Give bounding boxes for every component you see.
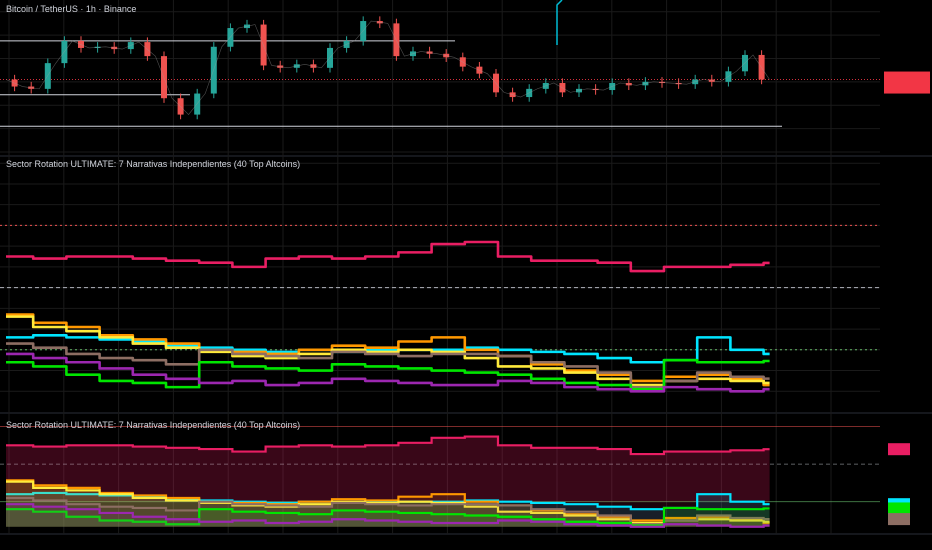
- sector-rotation-pane[interactable]: [0, 224, 880, 393]
- area-band-fill: [6, 436, 770, 502]
- indicator-series-line: [6, 352, 770, 393]
- area-series-line: [6, 479, 770, 525]
- price-pane[interactable]: [0, 0, 930, 127]
- area-series-line: [6, 503, 770, 528]
- signal-line: [556, 0, 563, 45]
- area-value-badge: [888, 502, 910, 515]
- area-series-line: [6, 496, 770, 526]
- indicator-series-line: [6, 315, 770, 387]
- area-value-badge: [888, 443, 910, 456]
- price-line: [5, 20, 770, 116]
- indicator-series-line: [6, 240, 770, 273]
- area-series-line: [6, 435, 770, 456]
- area-value-badge: [888, 513, 910, 526]
- sector-rotation-area-pane[interactable]: [0, 426, 910, 528]
- indicator-series-line: [6, 342, 770, 389]
- indicator-area-title: Sector Rotation ULTIMATE: 7 Narrativas I…: [6, 420, 300, 430]
- indicator-series-line: [6, 313, 770, 387]
- price-chart-title: Bitcoin / TetherUS · 1h · Binance: [6, 4, 136, 14]
- indicator-title: Sector Rotation ULTIMATE: 7 Narrativas I…: [6, 159, 300, 169]
- area-series-line: [6, 480, 770, 525]
- area-series-line: [6, 506, 770, 527]
- indicator-series-line: [6, 358, 770, 391]
- area-series-fill: [6, 504, 770, 527]
- last-price-badge: [884, 71, 930, 94]
